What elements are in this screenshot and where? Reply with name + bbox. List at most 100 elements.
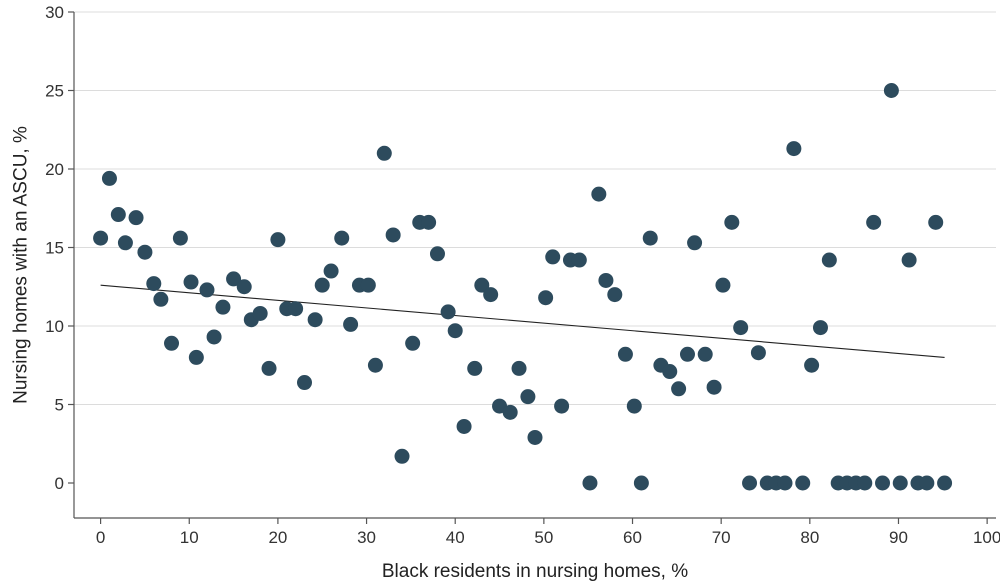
data-point <box>101 170 117 186</box>
data-point <box>662 364 678 380</box>
x-tick-label: 70 <box>712 528 731 547</box>
x-tick-label: 80 <box>800 528 819 547</box>
data-point <box>571 252 587 268</box>
data-point <box>483 287 499 303</box>
x-tick-label: 90 <box>889 528 908 547</box>
data-point <box>633 475 649 491</box>
x-tick-label: 10 <box>180 528 199 547</box>
data-point <box>429 246 445 262</box>
data-point <box>866 214 882 230</box>
y-axis-title: Nursing homes with an ASCU, % <box>11 126 32 404</box>
data-point <box>307 312 323 328</box>
data-point <box>367 357 383 373</box>
data-point <box>598 272 614 288</box>
data-point <box>467 360 483 376</box>
data-point <box>545 249 561 265</box>
data-point <box>883 83 899 98</box>
y-tick-label: 30 <box>45 3 64 22</box>
data-point <box>724 214 740 230</box>
gridlines <box>74 11 996 405</box>
data-point <box>199 282 215 298</box>
data-point <box>750 345 766 361</box>
data-point <box>172 230 188 246</box>
data-point <box>137 244 153 260</box>
trendline-layer <box>100 284 945 358</box>
data-point <box>687 235 703 251</box>
data-point <box>188 349 204 365</box>
data-point <box>697 346 713 362</box>
data-point <box>153 291 169 307</box>
data-point <box>875 475 891 491</box>
data-point <box>456 418 472 434</box>
data-point <box>376 145 392 161</box>
trend-line <box>100 284 945 358</box>
y-tick-label: 20 <box>45 160 64 179</box>
data-point <box>706 379 722 395</box>
data-point <box>226 271 242 287</box>
y-tick-label: 10 <box>45 317 64 336</box>
data-point <box>892 475 908 491</box>
y-tick-label: 5 <box>55 396 64 415</box>
x-tick-label: 60 <box>623 528 642 547</box>
data-point <box>742 475 758 491</box>
data-point <box>937 475 953 491</box>
data-point <box>252 305 268 321</box>
data-point <box>288 301 304 317</box>
data-point <box>786 141 802 157</box>
data-point <box>183 274 199 290</box>
data-point <box>447 323 463 339</box>
data-point <box>261 360 277 376</box>
x-tick-label: 100 <box>973 528 1000 547</box>
data-point <box>385 227 401 243</box>
data-point <box>582 475 598 491</box>
data-point <box>821 252 837 268</box>
data-point <box>857 475 873 491</box>
data-point <box>421 214 437 230</box>
data-point <box>314 277 330 293</box>
x-tick-label: 0 <box>96 528 105 547</box>
y-tick-label: 0 <box>55 474 64 493</box>
data-points <box>93 83 953 491</box>
data-point <box>520 389 536 405</box>
data-point <box>334 230 350 246</box>
data-point <box>206 329 222 345</box>
data-point <box>146 276 162 292</box>
data-point <box>215 299 231 315</box>
data-point <box>343 316 359 332</box>
data-point <box>901 252 917 268</box>
data-point <box>394 448 410 464</box>
y-tick-label: 25 <box>45 82 64 101</box>
x-tick-label: 30 <box>357 528 376 547</box>
data-point <box>671 381 687 397</box>
data-point <box>626 398 642 414</box>
data-point <box>128 210 144 226</box>
data-point <box>164 335 180 351</box>
data-point <box>733 320 749 336</box>
data-point <box>715 277 731 293</box>
data-point <box>554 398 570 414</box>
data-point <box>679 346 695 362</box>
data-point <box>795 475 811 491</box>
axes <box>68 11 996 524</box>
x-tick-label: 50 <box>534 528 553 547</box>
data-point <box>511 360 527 376</box>
data-point <box>777 475 793 491</box>
data-point <box>236 279 252 295</box>
tick-labels: 0 5 10 15 20 25 30 0 10 20 30 40 50 60 70 80 90 100 <box>45 3 1000 547</box>
data-point <box>110 207 126 223</box>
data-point <box>93 230 109 246</box>
x-tick-label: 20 <box>268 528 287 547</box>
data-point <box>297 375 312 391</box>
data-point <box>323 263 339 279</box>
data-point <box>270 232 286 248</box>
x-axis-title: Black residents in nursing homes, % <box>382 561 688 582</box>
data-point <box>527 429 543 445</box>
data-point <box>642 230 658 246</box>
data-point <box>538 290 554 306</box>
data-point <box>591 186 607 202</box>
x-tick-label: 40 <box>446 528 465 547</box>
data-point <box>607 287 623 303</box>
data-point <box>502 404 518 420</box>
data-point <box>928 214 944 230</box>
y-tick-label: 15 <box>45 239 64 258</box>
